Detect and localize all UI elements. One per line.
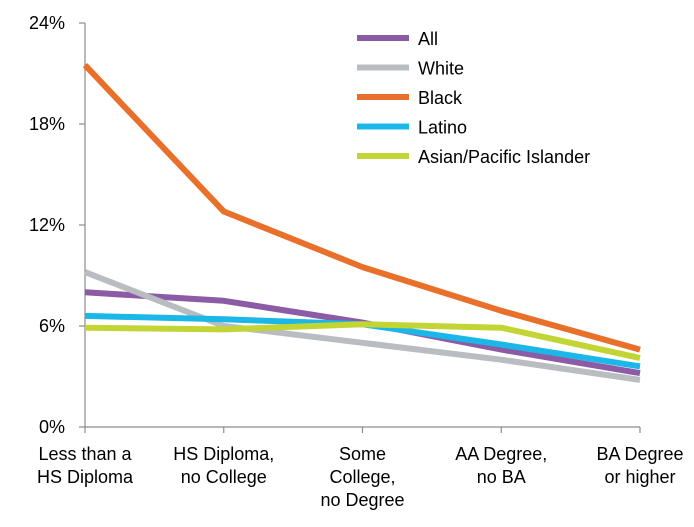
x-axis: Less than a HS Diploma HS Diploma, no Colle… [37, 426, 684, 510]
x-category-label: HS Diploma, no College [173, 444, 274, 487]
x-category-label-line: HS Diploma [37, 467, 134, 487]
x-category-label-line: or higher [604, 467, 675, 487]
legend-label: White [418, 59, 464, 79]
x-category-label-line: BA Degree [596, 444, 683, 464]
y-tick-label: 6% [39, 316, 65, 336]
x-category-label: AA Degree, no BA [455, 444, 547, 487]
x-category-label: Some College, no Degree [320, 444, 404, 510]
y-tick-label: 12% [29, 215, 65, 235]
series-line-asian-pacific-islander [84, 321, 641, 361]
series-line-black [82, 63, 641, 353]
series-line-white [83, 269, 641, 383]
x-category-label: BA Degree or higher [596, 444, 683, 487]
x-category-label-line: no College [181, 467, 267, 487]
y-tick-label: 24% [29, 13, 65, 33]
x-category-label-line: HS Diploma, [173, 444, 274, 464]
x-category-label-line: AA Degree, [455, 444, 547, 464]
x-category-label-line: Some [339, 444, 386, 464]
legend-label: Latino [418, 118, 467, 138]
legend-label: All [418, 29, 438, 49]
legend-label: Black [418, 88, 463, 108]
x-category-label: Less than a HS Diploma [37, 444, 134, 487]
y-axis: 0% 6% 12% 18% 24% [29, 13, 86, 437]
y-tick-label: 0% [39, 417, 65, 437]
y-tick-label: 18% [29, 114, 65, 134]
legend: All White Black Latino Asian/Pacific Islande… [357, 29, 590, 167]
x-category-label-line: Less than a [38, 444, 132, 464]
series-lines [82, 63, 641, 383]
x-category-label-line: College, [329, 467, 395, 487]
x-category-label-line: no Degree [320, 490, 404, 510]
x-category-label-line: no BA [477, 467, 526, 487]
legend-label: Asian/Pacific Islander [418, 147, 590, 167]
